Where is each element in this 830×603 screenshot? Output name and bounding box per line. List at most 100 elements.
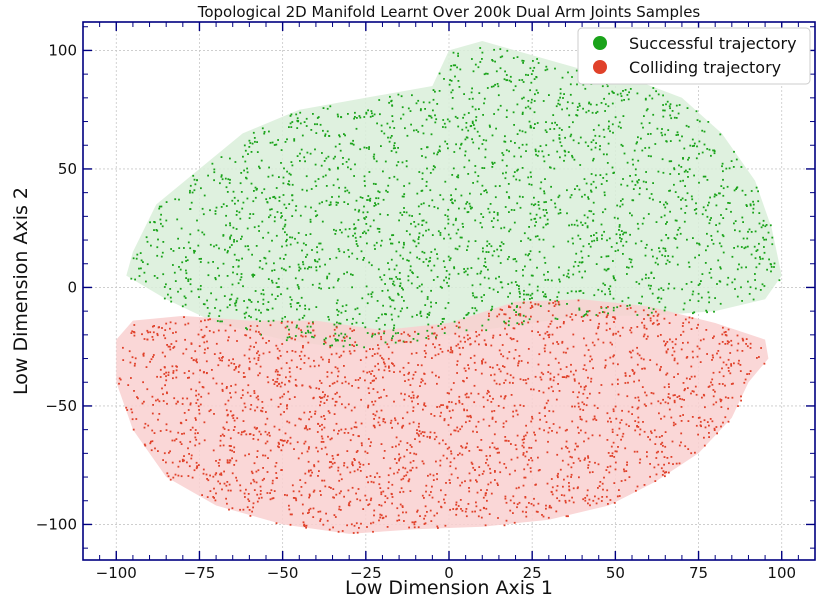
data-point (708, 148, 711, 151)
data-point (524, 496, 527, 498)
data-point (399, 310, 402, 313)
data-point (339, 473, 342, 476)
data-point (316, 123, 318, 126)
data-point (701, 396, 703, 399)
data-point (421, 178, 424, 180)
data-point (238, 259, 240, 262)
data-point (143, 443, 146, 446)
data-point (514, 469, 516, 472)
data-point (626, 94, 629, 96)
data-point (615, 450, 618, 453)
data-point (666, 372, 669, 375)
data-point (232, 190, 235, 193)
data-point (161, 387, 163, 390)
data-point (417, 333, 420, 335)
data-point (244, 149, 247, 152)
data-point (551, 122, 553, 125)
data-point (529, 298, 531, 300)
data-point (381, 313, 383, 316)
data-point (493, 161, 496, 164)
data-point (296, 324, 298, 327)
data-point (583, 388, 586, 391)
data-point (502, 426, 505, 428)
data-point (260, 311, 262, 314)
data-point (463, 166, 466, 169)
data-point (572, 391, 575, 393)
data-point (347, 166, 349, 169)
data-point (266, 308, 268, 311)
data-point (352, 143, 355, 146)
data-point (575, 290, 577, 293)
data-point (566, 275, 568, 278)
data-point (407, 480, 410, 482)
data-point (267, 175, 270, 178)
data-point (243, 430, 246, 432)
data-point (300, 334, 303, 337)
data-point (337, 115, 339, 118)
data-point (449, 351, 452, 354)
data-point (227, 336, 230, 339)
data-point (312, 396, 315, 399)
data-point (764, 225, 767, 228)
data-point (430, 413, 433, 415)
data-point (414, 330, 416, 333)
data-point (719, 302, 722, 305)
data-point (516, 506, 518, 509)
data-point (514, 349, 517, 351)
data-point (690, 365, 693, 368)
data-point (444, 126, 447, 129)
data-point (484, 524, 487, 527)
data-point (673, 359, 676, 362)
data-point (369, 348, 371, 350)
data-point (590, 148, 593, 151)
data-point (187, 447, 189, 450)
data-point (699, 424, 702, 427)
data-point (555, 105, 558, 108)
data-point (426, 329, 429, 332)
data-point (516, 305, 518, 307)
data-point (500, 241, 503, 244)
data-point (535, 510, 538, 513)
data-point (668, 322, 671, 324)
data-point (313, 465, 316, 468)
data-point (417, 433, 420, 436)
data-point (248, 217, 251, 219)
data-point (195, 359, 197, 362)
data-point (569, 196, 572, 199)
data-point (592, 129, 595, 131)
data-point (643, 333, 646, 336)
data-point (323, 479, 326, 482)
data-point (457, 52, 459, 55)
data-point (185, 419, 188, 421)
data-point (293, 448, 295, 450)
data-point (274, 380, 277, 383)
data-point (609, 465, 612, 468)
data-point (221, 488, 223, 491)
data-point (166, 472, 169, 475)
data-point (367, 404, 370, 407)
data-point (299, 152, 301, 155)
data-point (243, 300, 245, 302)
data-point (512, 410, 514, 413)
data-point (358, 466, 361, 468)
data-point (370, 264, 373, 267)
data-point (463, 367, 466, 370)
data-point (289, 523, 292, 526)
data-point (645, 338, 648, 340)
data-point (549, 128, 552, 130)
data-point (393, 400, 395, 403)
data-point (212, 331, 215, 334)
data-point (674, 314, 677, 316)
data-point (578, 308, 581, 311)
data-point (760, 347, 762, 349)
data-point (241, 389, 244, 392)
data-point (489, 454, 491, 457)
data-point (453, 267, 456, 270)
data-point (498, 349, 501, 352)
data-point (565, 314, 568, 317)
data-point (251, 472, 254, 475)
data-point (209, 318, 211, 321)
data-point (383, 362, 386, 365)
data-point (399, 503, 402, 506)
data-point (229, 224, 232, 227)
